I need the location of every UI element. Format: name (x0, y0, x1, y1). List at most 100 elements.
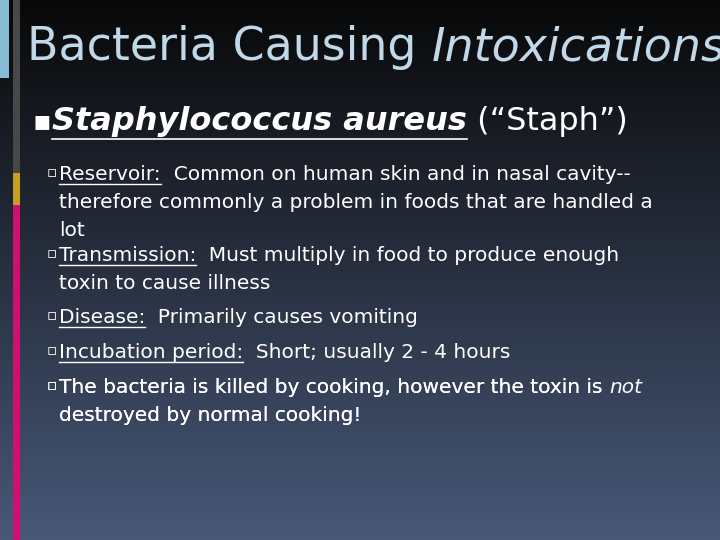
Bar (0, 484, 720, 486)
Bar (0, 385, 720, 387)
Bar (0, 482, 720, 484)
Bar (0, 528, 720, 529)
Text: Disease:: Disease: (59, 308, 145, 327)
Bar (0, 225, 720, 227)
Bar (0, 180, 720, 182)
Bar (0, 265, 720, 266)
Bar (0, 529, 720, 531)
Bar (0, 407, 720, 409)
Bar (0, 390, 720, 393)
Bar (0, 232, 720, 234)
Bar (0, 282, 720, 285)
Bar (0, 362, 720, 363)
Bar (0, 369, 720, 371)
Bar (0, 275, 720, 277)
Bar (0, 452, 720, 454)
Bar (0, 72, 720, 74)
Bar (0, 115, 720, 117)
Bar (0, 326, 720, 328)
Bar (0, 171, 720, 173)
Bar (0, 137, 720, 139)
Bar (0, 297, 720, 299)
Bar (0, 302, 720, 304)
Bar (0, 9, 720, 11)
Bar (0, 504, 720, 506)
Bar (0, 254, 720, 255)
Bar (0, 389, 720, 390)
Bar (0, 90, 720, 92)
Bar (0, 135, 720, 137)
Bar (0, 486, 720, 488)
Bar (0, 201, 720, 204)
Bar (0, 463, 720, 464)
Bar (0, 214, 720, 216)
Text: Transmission:: Transmission: (59, 246, 197, 265)
Bar (0, 301, 720, 302)
Bar (0, 366, 720, 367)
Bar (0, 376, 720, 378)
Bar (0, 268, 720, 270)
Bar (0, 412, 720, 414)
Bar (0, 7, 720, 9)
Bar (0, 380, 720, 382)
Bar (0, 312, 720, 313)
Bar (0, 285, 720, 286)
Bar (0, 293, 720, 295)
Bar (0, 153, 720, 155)
Bar (0, 207, 720, 209)
Bar (0, 20, 720, 22)
Bar (0, 491, 720, 493)
Bar (0, 106, 720, 108)
Bar (0, 272, 720, 274)
Bar (0, 16, 720, 18)
Bar (0, 441, 720, 443)
Bar (0, 274, 720, 275)
Bar (0, 25, 720, 27)
Bar (0, 279, 720, 281)
Bar (0, 425, 720, 427)
Bar (0, 238, 720, 239)
Bar (0, 432, 720, 434)
Bar (0, 266, 720, 268)
Bar (0, 398, 720, 400)
Bar (0, 479, 720, 481)
Bar (0, 61, 720, 63)
Bar (0, 393, 720, 394)
Bar (0, 123, 720, 124)
Bar (0, 356, 720, 358)
Bar (0, 497, 720, 498)
Bar (0, 498, 720, 501)
Bar (0, 18, 720, 20)
Bar (0, 31, 720, 32)
Bar (0, 29, 720, 31)
Bar (0, 43, 720, 45)
Bar (0, 191, 720, 193)
Bar (0, 166, 720, 167)
Bar (0, 447, 720, 448)
Bar (0, 459, 720, 461)
Bar (0, 223, 720, 225)
Bar (0, 346, 720, 347)
Bar (0, 52, 720, 54)
Bar (0, 378, 720, 380)
Text: ▫: ▫ (47, 378, 57, 393)
Text: ▪: ▪ (32, 107, 51, 136)
Bar (0, 517, 720, 518)
Bar (0, 319, 720, 320)
Bar (0, 231, 720, 232)
Bar (0, 220, 720, 221)
Bar (0, 23, 720, 25)
Bar (0, 184, 720, 185)
Bar (0, 96, 720, 97)
Bar (0, 383, 720, 385)
Bar (0, 49, 720, 50)
Bar (0, 59, 720, 61)
Bar (0, 320, 720, 322)
Bar (0, 85, 720, 86)
Bar (0, 36, 720, 38)
Text: The bacteria is killed by cooking, however the toxin is: The bacteria is killed by cooking, howev… (59, 378, 609, 397)
Bar (0, 81, 720, 83)
Bar (0, 286, 720, 288)
Text: Primarily causes vomiting: Primarily causes vomiting (145, 308, 418, 327)
Bar (0, 22, 720, 23)
